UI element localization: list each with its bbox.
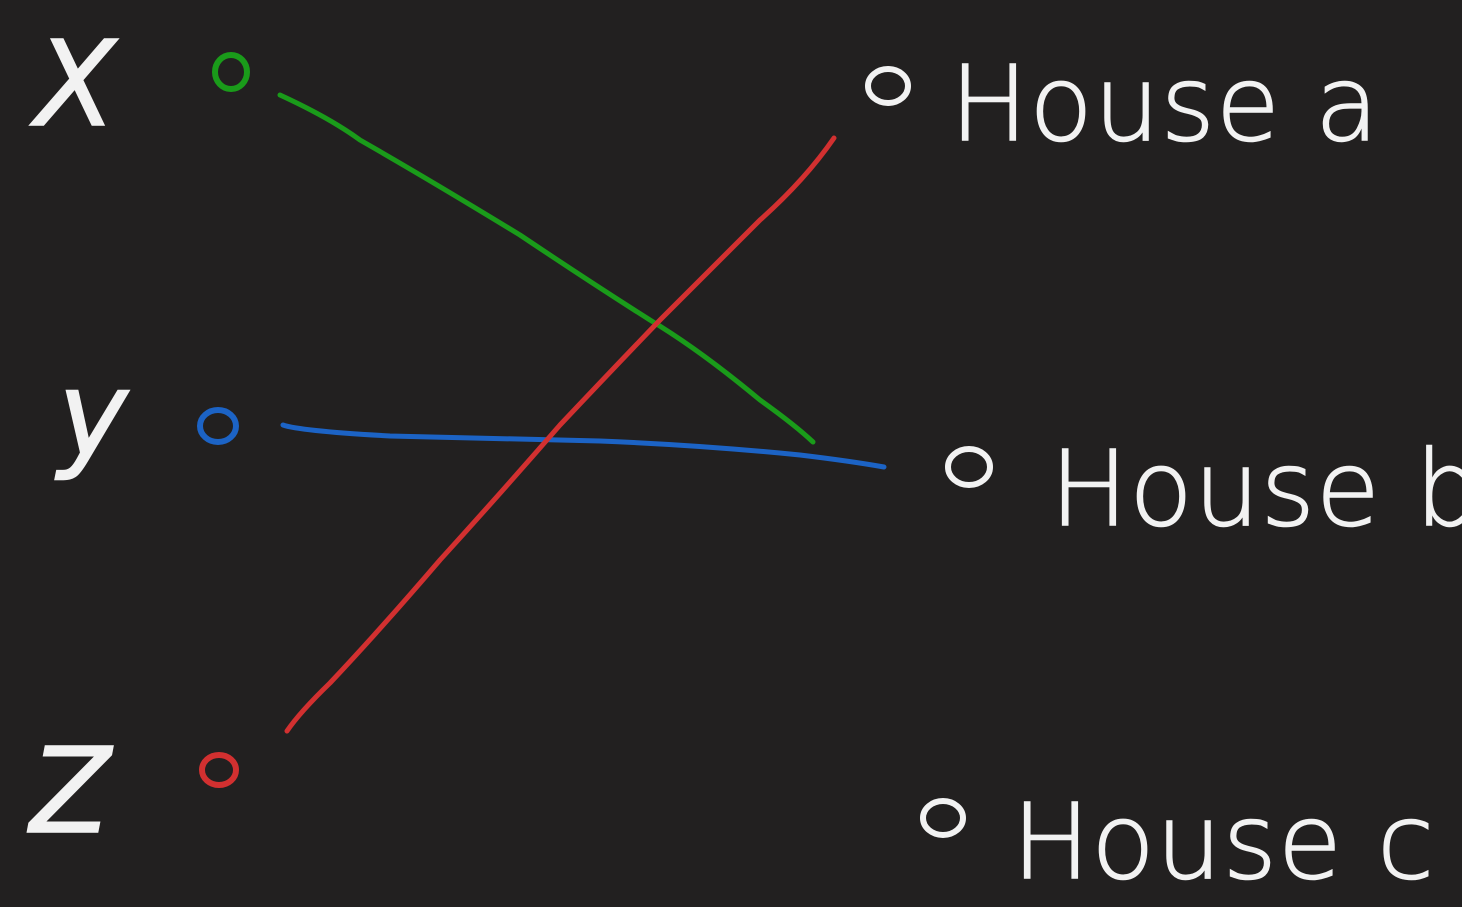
left-nodes: X y Z (26, 14, 250, 861)
node-label-house-c: House c (1012, 781, 1435, 903)
node-dot-y[interactable] (197, 407, 239, 445)
node-dot-house-a[interactable] (865, 66, 911, 106)
node-label-z: Z (27, 722, 113, 860)
right-nodes: House a House b House c (865, 42, 1462, 904)
node-dot-z[interactable] (199, 752, 239, 788)
connector-x-to-house-b (277, 92, 816, 445)
connector-z-to-house-a (284, 135, 837, 734)
node-dot-house-b[interactable] (945, 446, 993, 488)
node-dot-x[interactable] (212, 52, 250, 92)
connector-lines (277, 92, 887, 734)
node-label-y: y (55, 345, 130, 483)
connector-y-to-house-b (280, 422, 887, 470)
node-dot-house-c[interactable] (920, 798, 966, 838)
node-label-house-b: House b (1050, 428, 1462, 550)
node-label-house-a: House a (950, 43, 1380, 165)
node-label-x: X (29, 15, 118, 153)
